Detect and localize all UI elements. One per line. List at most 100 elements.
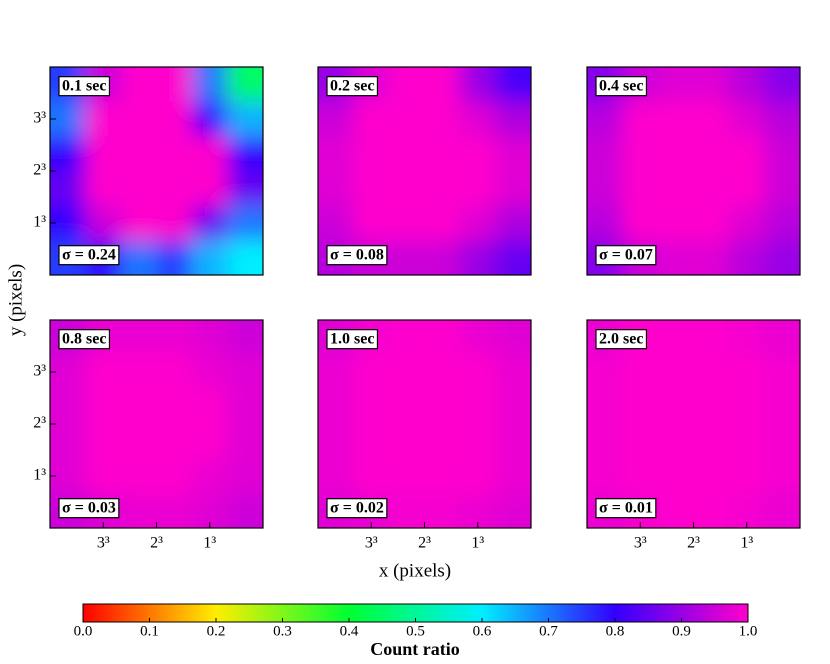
heatmap-cell bbox=[693, 320, 730, 356]
heatmap-cell bbox=[192, 389, 228, 425]
colorbar-tick-label: 0.1 bbox=[140, 623, 159, 639]
panel-title: 1.0 sec bbox=[330, 331, 374, 348]
heatmap-cell bbox=[764, 424, 800, 460]
heatmap-cell bbox=[729, 389, 765, 425]
heatmap-cell bbox=[587, 424, 623, 460]
heatmap-cell bbox=[658, 101, 694, 137]
heatmap-cell bbox=[156, 67, 193, 103]
colorbar-tick-label: 0.2 bbox=[207, 623, 226, 639]
heatmap bbox=[50, 67, 263, 275]
heatmap-cell bbox=[192, 136, 228, 172]
heatmap-cell bbox=[460, 424, 496, 460]
annotation-box bbox=[595, 245, 657, 266]
annotation-box bbox=[326, 76, 379, 97]
heatmap-cell bbox=[658, 136, 694, 172]
heatmap-cell bbox=[424, 458, 461, 494]
heatmap-cell bbox=[50, 171, 86, 207]
panel-title: 0.2 sec bbox=[330, 78, 374, 95]
heatmap-cell bbox=[424, 354, 461, 390]
heatmap-cell bbox=[85, 136, 122, 172]
heatmap-cell bbox=[227, 240, 263, 275]
colorbar-tick-label: 0.6 bbox=[473, 623, 492, 639]
heatmap-cell bbox=[729, 320, 765, 356]
heatmap-cell bbox=[389, 493, 425, 528]
panel bbox=[587, 67, 800, 275]
heatmap-cell bbox=[227, 136, 263, 172]
heatmap-cell bbox=[622, 354, 659, 390]
colorbar-tick-label: 1.0 bbox=[739, 623, 758, 639]
heatmap-cell bbox=[729, 240, 765, 275]
heatmap-cell bbox=[50, 424, 86, 460]
heatmap-cell bbox=[460, 101, 496, 137]
heatmap-cell bbox=[495, 101, 531, 137]
colorbar-tick-label: 0.9 bbox=[672, 623, 691, 639]
heatmap-cell bbox=[693, 136, 730, 172]
heatmap-cell bbox=[658, 67, 694, 103]
heatmap-cell bbox=[764, 205, 800, 241]
annotation-box bbox=[326, 245, 388, 266]
heatmap-cell bbox=[693, 493, 730, 528]
heatmap-cell bbox=[353, 205, 390, 241]
heatmap-cell bbox=[495, 458, 531, 494]
heatmap-cell bbox=[460, 136, 496, 172]
panel-annotation: σ = 0.08 bbox=[330, 247, 384, 264]
y-axis-label: y (pixels) bbox=[5, 264, 26, 336]
heatmap-cell bbox=[389, 424, 425, 460]
heatmap-cell bbox=[424, 171, 461, 207]
heatmap-cell bbox=[658, 240, 694, 275]
heatmap-cell bbox=[729, 354, 765, 390]
heatmap-cell bbox=[192, 424, 228, 460]
heatmap-cell bbox=[729, 136, 765, 172]
heatmap-cell bbox=[121, 320, 157, 356]
heatmap-cell bbox=[587, 171, 623, 207]
heatmap-cell bbox=[764, 493, 800, 528]
annotation-box bbox=[595, 498, 657, 519]
heatmap-cell bbox=[693, 458, 730, 494]
heatmap-cell bbox=[156, 424, 193, 460]
annotation-box bbox=[326, 329, 379, 350]
heatmap-cell bbox=[729, 458, 765, 494]
heatmap-cell bbox=[460, 205, 496, 241]
heatmap-cell bbox=[622, 389, 659, 425]
y-tick-label: 1³ bbox=[33, 214, 46, 231]
panel-title: 0.1 sec bbox=[62, 78, 106, 95]
heatmap-cell bbox=[85, 171, 122, 207]
heatmap-cell bbox=[121, 67, 157, 103]
heatmap-cell bbox=[587, 205, 623, 241]
y-tick-label: 2³ bbox=[33, 162, 46, 179]
heatmap-cell bbox=[156, 240, 193, 275]
heatmap-cell bbox=[764, 458, 800, 494]
heatmap-cell bbox=[50, 389, 86, 425]
heatmap-cell bbox=[658, 493, 694, 528]
colorbar-tick-label: 0.5 bbox=[406, 623, 425, 639]
heatmap-cell bbox=[764, 171, 800, 207]
heatmap-cell bbox=[227, 171, 263, 207]
x-tick-label: 2³ bbox=[418, 535, 431, 552]
heatmap-cell bbox=[121, 354, 157, 390]
panel-title: 0.8 sec bbox=[62, 331, 106, 348]
heatmap-cell bbox=[424, 320, 461, 356]
heatmap-cell bbox=[227, 67, 263, 103]
heatmap-cell bbox=[353, 354, 390, 390]
heatmap-cell bbox=[318, 389, 354, 425]
heatmap-cell bbox=[227, 389, 263, 425]
heatmap-cell bbox=[495, 171, 531, 207]
heatmap-cell bbox=[121, 389, 157, 425]
heatmap-cell bbox=[192, 101, 228, 137]
heatmap-cell bbox=[764, 389, 800, 425]
heatmap-cell bbox=[622, 171, 659, 207]
heatmap-cell bbox=[121, 171, 157, 207]
y-tick-label: 1³ bbox=[33, 467, 46, 484]
heatmap-cell bbox=[460, 458, 496, 494]
heatmap-cell bbox=[121, 136, 157, 172]
heatmap-cell bbox=[622, 458, 659, 494]
annotation-box bbox=[326, 498, 388, 519]
heatmap-cell bbox=[587, 136, 623, 172]
heatmap-cell bbox=[693, 205, 730, 241]
heatmap-cell bbox=[85, 354, 122, 390]
heatmap-cell bbox=[353, 389, 390, 425]
heatmap-cell bbox=[622, 205, 659, 241]
heatmap-cell bbox=[460, 171, 496, 207]
panel-annotation: σ = 0.01 bbox=[599, 500, 653, 517]
